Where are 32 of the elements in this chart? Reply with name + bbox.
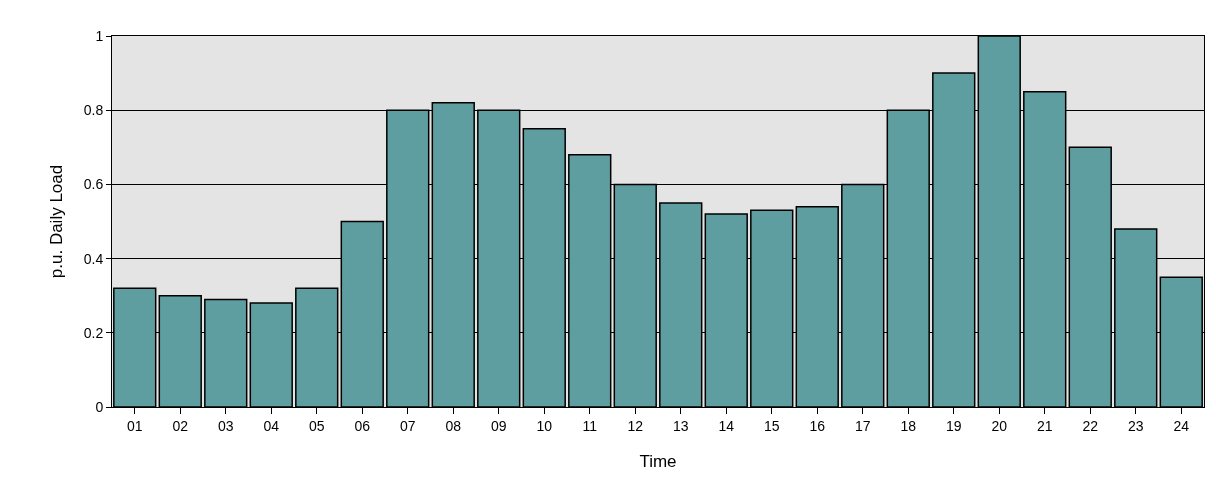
x-tick-label: 02 [172,417,189,434]
y-tick-label: 0.6 [83,176,104,193]
x-tick-label: 01 [126,417,143,434]
x-tick-label: 20 [991,417,1008,434]
x-tick-label: 13 [672,417,689,434]
x-tick-label: 03 [217,417,234,434]
x-tick-label: 06 [354,417,371,434]
x-tick-label: 15 [763,417,780,434]
y-tick-label: 1 [95,27,104,44]
x-tick-label: 11 [582,417,598,434]
x-tick-label: 18 [900,417,917,434]
x-tick-label: 21 [1036,417,1053,434]
x-tick-label: 07 [399,417,416,434]
x-tick-label: 04 [263,417,280,434]
y-tick-label: 0 [95,398,104,415]
x-tick-label: 24 [1173,417,1190,434]
y-tick-label: 0.4 [83,250,104,267]
x-tick-label: 19 [945,417,962,434]
x-tick-label: 14 [718,417,735,434]
x-tick-label: 12 [627,417,644,434]
x-axis-title: Time [639,452,677,472]
x-tick-label: 10 [536,417,553,434]
x-tick-label: 23 [1127,417,1144,434]
y-tick-label: 0.8 [83,102,104,119]
x-tick-label: 09 [490,417,507,434]
x-tick-label: 05 [308,417,325,434]
x-tick-label: 16 [809,417,826,434]
x-tick-label: 22 [1082,417,1099,434]
y-axis-title: p.u. Daily Load [47,164,67,279]
y-tick-label: 0.2 [83,324,104,341]
x-tick-label: 08 [445,417,462,434]
x-tick-label: 17 [854,417,871,434]
